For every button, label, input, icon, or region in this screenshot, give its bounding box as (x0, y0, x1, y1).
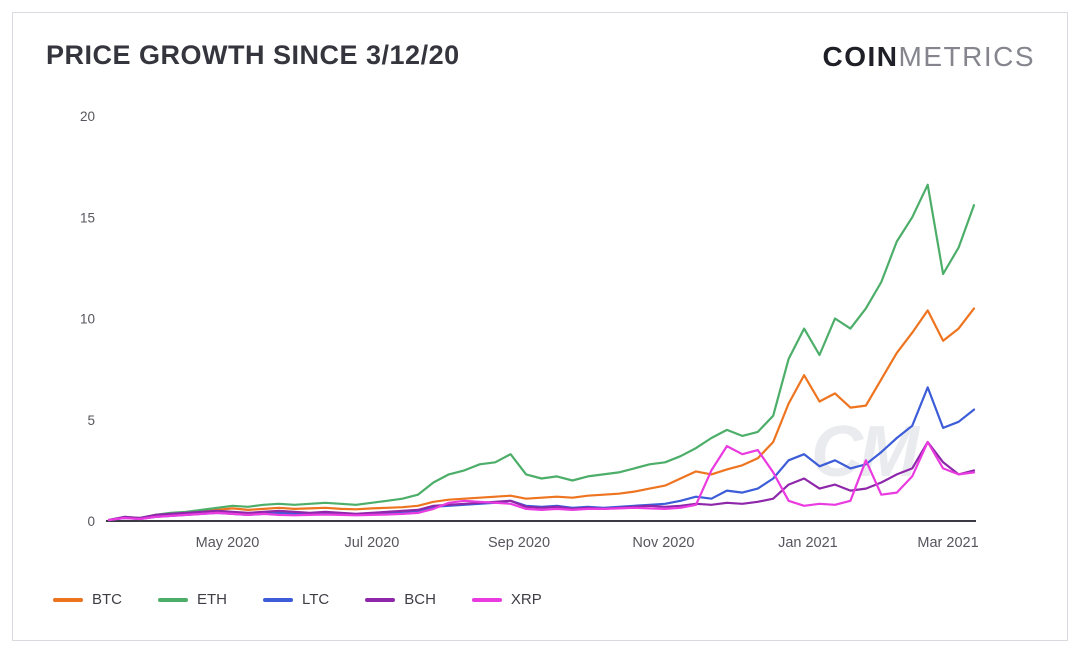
x-axis-tick-label: Jan 2021 (778, 535, 838, 551)
legend-item-BTC: BTC (53, 591, 122, 608)
logo-metrics-text: METRICS (898, 41, 1035, 72)
y-axis-tick-label: 15 (80, 210, 95, 225)
legend-swatch-BCH (365, 597, 396, 602)
chart-card: PRICE GROWTH SINCE 3/12/20 COINMETRICS C… (12, 12, 1068, 641)
y-axis-tick-label: 20 (80, 109, 95, 124)
legend-swatch-XRP (471, 597, 502, 602)
series-line-XRP (107, 440, 976, 522)
legend-label-LTC: LTC (302, 591, 330, 608)
x-axis-tick-label: Sep 2020 (488, 535, 550, 551)
x-axis-tick-label: Mar 2021 (917, 535, 978, 551)
series-line-ETH (107, 183, 976, 522)
y-axis-tick-label: 5 (87, 413, 95, 428)
legend-swatch-ETH (158, 597, 188, 602)
coinmetrics-logo: COINMETRICS (823, 41, 1036, 73)
chart-area: 0 5 10 15 20 May 2020 Jul 2020 Sep 2020 Nov 2020… (29, 91, 1039, 576)
price-growth-line-chart: 0 5 10 15 20 May 2020 Jul 2020 Sep 2020 Nov 2020… (80, 109, 979, 551)
series-line-LTC (107, 386, 976, 522)
logo-coin-text: COIN (822, 41, 899, 72)
y-axis-tick-label: 10 (80, 312, 95, 327)
legend-item-LTC: LTC (263, 591, 329, 608)
series-line-BCH (107, 440, 976, 522)
legend-item-BCH: BCH (365, 591, 436, 608)
y-axis-tick-label: 0 (87, 514, 95, 529)
chart-legend: BTC ETH LTC BCH XRP (53, 591, 542, 608)
x-axis-tick-label: Jul 2020 (345, 535, 400, 551)
x-axis-tick-label: May 2020 (196, 535, 260, 551)
x-axis-tick-label: Nov 2020 (632, 535, 694, 551)
legend-label-BCH: BCH (404, 591, 436, 608)
legend-label-BTC: BTC (92, 591, 122, 608)
legend-item-ETH: ETH (158, 591, 227, 608)
page-title: PRICE GROWTH SINCE 3/12/20 (46, 40, 460, 70)
legend-label-ETH: ETH (197, 591, 227, 608)
legend-item-XRP: XRP (471, 591, 542, 608)
legend-swatch-BTC (53, 597, 83, 602)
series-line-BTC (107, 307, 976, 522)
legend-label-XRP: XRP (510, 591, 542, 608)
legend-swatch-LTC (263, 597, 293, 602)
